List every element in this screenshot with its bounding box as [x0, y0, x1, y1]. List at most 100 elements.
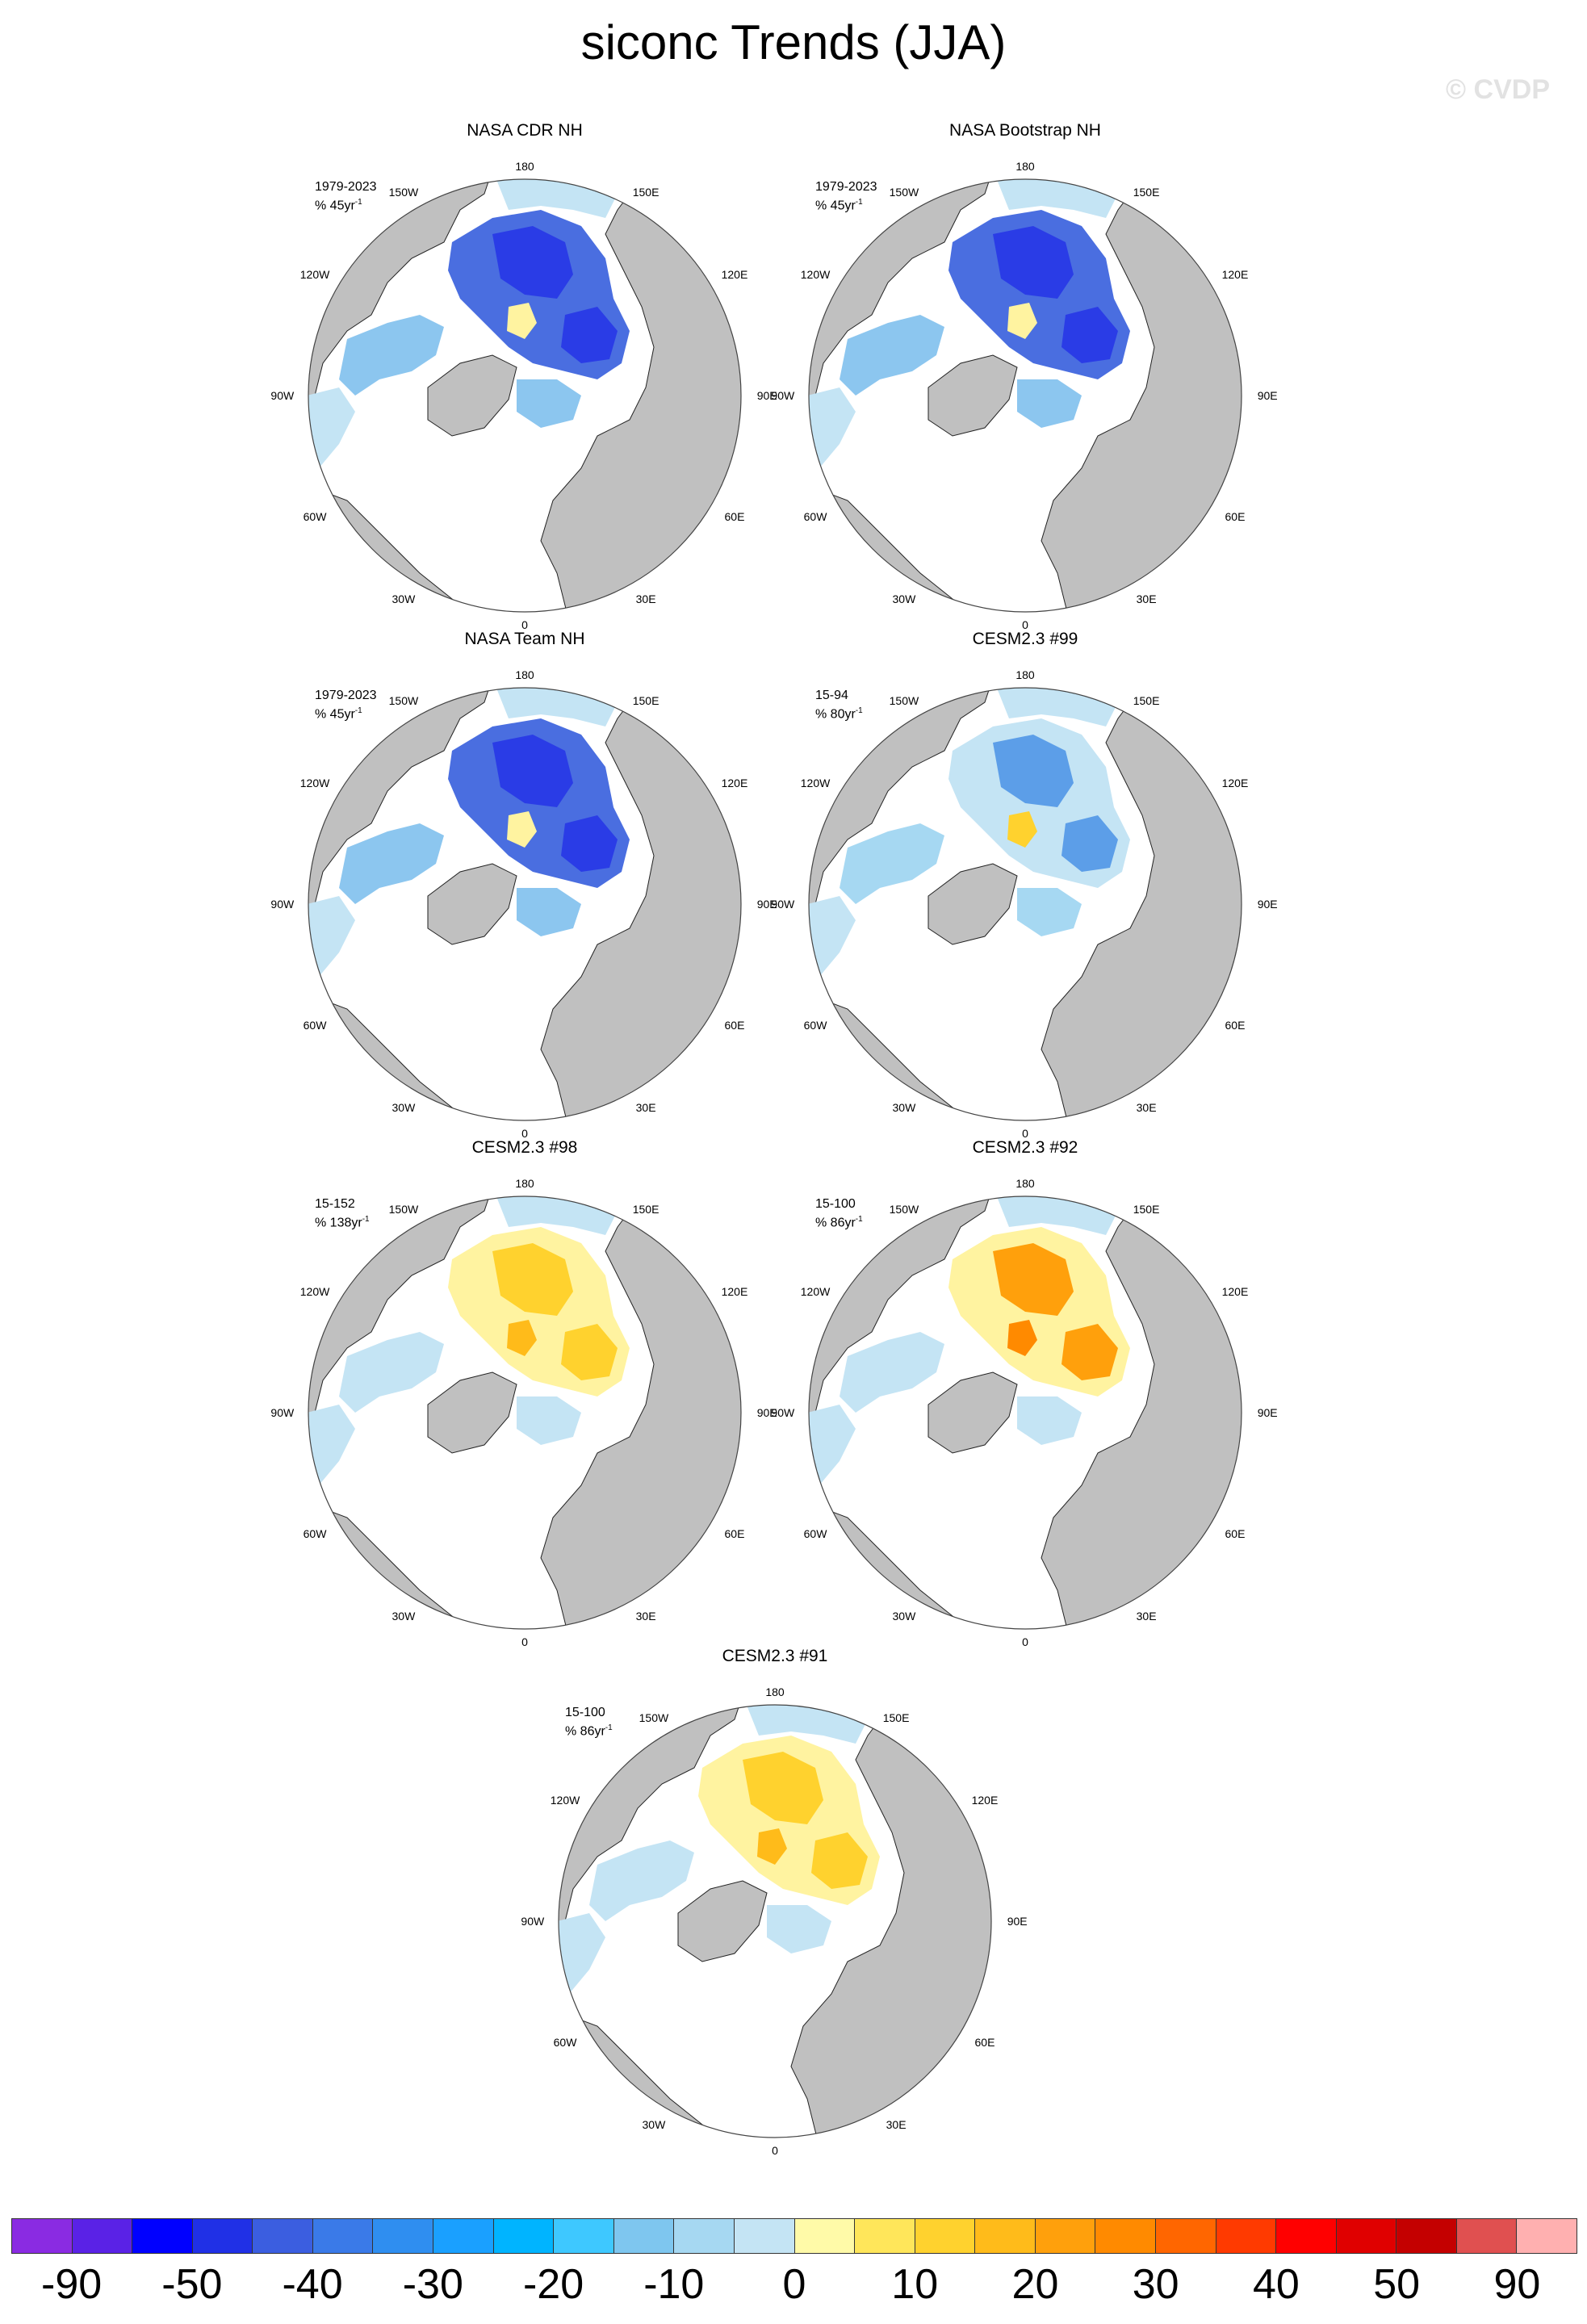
- longitude-label-w90: 90W: [270, 1406, 295, 1419]
- map-panel: CESM2.3 #99 15-94% 80yr-1 180 150W 150E 120W…: [751, 630, 1300, 1140]
- map-panel: CESM2.3 #98 15-152% 138yr-1 180 150W 150E 12…: [250, 1138, 799, 1648]
- figure-title: siconc Trends (JJA): [580, 15, 1007, 69]
- longitude-label-e60: 60E: [1225, 1527, 1246, 1541]
- colorbar-swatch: [493, 2219, 555, 2253]
- map-border: [308, 178, 742, 613]
- longitude-label-w120: 120W: [299, 1284, 330, 1298]
- longitude-label-e90: 90E: [1257, 898, 1278, 911]
- trend-units-exponent: -1: [605, 1723, 613, 1732]
- sea-ice-pacific: [993, 688, 1122, 727]
- colorbar-swatch: [312, 2219, 374, 2253]
- colorbar-swatch: [674, 2219, 735, 2253]
- sea-ice-baffin: [840, 1332, 944, 1413]
- sea-ice-pacific: [492, 1196, 622, 1235]
- longitude-label-e30: 30E: [1136, 1100, 1157, 1114]
- colorbar-swatch: [1035, 2219, 1096, 2253]
- polar-map: [308, 178, 742, 613]
- trend-units-exponent: -1: [855, 1215, 863, 1224]
- longitude-label-e120: 120E: [721, 1284, 748, 1298]
- trend-period-label: 15-100% 86yr-1: [565, 1705, 613, 1739]
- colorbar-tick-label: -40: [282, 2261, 343, 2308]
- longitude-label-e150: 150E: [1133, 186, 1160, 199]
- colorbar-swatch: [1216, 2219, 1277, 2253]
- colorbar-tick-label: 40: [1253, 2261, 1300, 2308]
- longitude-label-w120: 120W: [299, 267, 330, 281]
- longitude-label-e90: 90E: [756, 389, 777, 402]
- trend-units: % 86yr-1: [565, 1720, 613, 1739]
- longitude-label-e120: 120E: [1221, 776, 1249, 789]
- longitude-label-w30: 30W: [642, 2117, 666, 2131]
- panel-title: CESM2.3 #99: [972, 630, 1078, 648]
- map-panel: CESM2.3 #92 15-100% 86yr-1 180 150W 150E 120…: [751, 1138, 1300, 1648]
- longitude-label-w60: 60W: [803, 1527, 827, 1541]
- longitude-label-e60: 60E: [724, 510, 745, 524]
- longitude-label-s0: 0: [772, 2144, 778, 2158]
- longitude-label-w150: 150W: [388, 694, 419, 708]
- longitude-label-w60: 60W: [303, 1527, 327, 1541]
- panel-title: NASA Team NH: [464, 630, 585, 648]
- colorbar-swatch: [734, 2219, 795, 2253]
- longitude-label-e90: 90E: [1007, 1915, 1028, 1928]
- trend-units-text: % 45yr: [815, 199, 856, 213]
- longitude-label-s0: 0: [521, 1635, 528, 1649]
- longitude-label-e60: 60E: [724, 1527, 745, 1541]
- trend-period-label: 1979-2023% 45yr-1: [815, 179, 877, 213]
- colorbar-tick-label: -90: [41, 2261, 103, 2308]
- map-panel: NASA CDR NH 1979-2023% 45yr-1 180 150W 150E…: [250, 121, 799, 631]
- map-border: [808, 687, 1242, 1121]
- period-range: 15-94: [815, 689, 848, 702]
- colorbar-swatch: [1336, 2219, 1397, 2253]
- sea-ice-strong-2: [561, 1324, 618, 1380]
- longitude-label-e150: 150E: [1133, 1203, 1160, 1216]
- polar-map: [808, 178, 1242, 613]
- longitude-label-w30: 30W: [392, 1609, 416, 1623]
- period-range: 1979-2023: [315, 180, 377, 194]
- longitude-label-w150: 150W: [889, 186, 919, 199]
- trend-units-exponent: -1: [362, 1215, 370, 1224]
- period-range: 1979-2023: [315, 689, 377, 702]
- sea-ice-warm-patch: [757, 1828, 787, 1865]
- panel-title: CESM2.3 #91: [722, 1647, 828, 1665]
- period-range: 15-100: [815, 1197, 856, 1211]
- sea-ice-pacific: [993, 1196, 1122, 1235]
- longitude-label-e120: 120E: [721, 776, 748, 789]
- polar-map: [308, 687, 742, 1121]
- sea-ice-strong: [993, 735, 1074, 807]
- map-panel: NASA Team NH 1979-2023% 45yr-1 180 150W 150…: [250, 630, 799, 1140]
- longitude-label-w150: 150W: [388, 1203, 419, 1216]
- longitude-label-w150: 150W: [889, 694, 919, 708]
- sea-ice-strong-2: [1061, 307, 1118, 363]
- longitude-label-w150: 150W: [889, 1203, 919, 1216]
- sea-ice-baffin: [840, 823, 944, 904]
- longitude-label-e30: 30E: [635, 1100, 656, 1114]
- sea-ice-warm-patch: [507, 303, 537, 339]
- trend-units-text: % 45yr: [315, 199, 355, 213]
- colorbar-tick-label: -30: [402, 2261, 463, 2308]
- longitude-label-w90: 90W: [771, 389, 795, 402]
- sea-ice-barents: [1017, 379, 1082, 428]
- land-greenland: [927, 354, 1018, 437]
- longitude-label-e30: 30E: [1136, 1609, 1157, 1623]
- longitude-label-w150: 150W: [639, 1711, 669, 1725]
- colorbar-tick-label: 0: [782, 2261, 806, 2308]
- sea-ice-barents: [517, 1396, 581, 1445]
- longitude-label-e120: 120E: [971, 1793, 999, 1807]
- longitude-label-w30: 30W: [392, 1100, 416, 1114]
- sea-ice-hudson: [809, 896, 856, 977]
- trend-period-label: 15-94% 80yr-1: [815, 688, 863, 722]
- longitude-label-w120: 120W: [550, 1793, 580, 1807]
- colorbar-swatch: [1095, 2219, 1156, 2253]
- sea-ice-hudson: [809, 387, 856, 468]
- sea-ice-hudson: [308, 896, 355, 977]
- sea-ice-warm-patch: [1007, 303, 1037, 339]
- sea-ice-warm-patch: [507, 1320, 537, 1356]
- trend-units-text: % 80yr: [815, 707, 856, 722]
- sea-ice-baffin: [339, 823, 444, 904]
- sea-ice-warm-patch: [507, 811, 537, 848]
- longitude-label-w60: 60W: [803, 510, 827, 524]
- longitude-label-w30: 30W: [892, 1100, 916, 1114]
- sea-ice-barents: [517, 888, 581, 936]
- longitude-label-w60: 60W: [303, 510, 327, 524]
- map-panel: CESM2.3 #91 15-100% 86yr-1 180 150W 150E 120…: [500, 1647, 1049, 2157]
- sea-ice-strong-2: [811, 1832, 868, 1889]
